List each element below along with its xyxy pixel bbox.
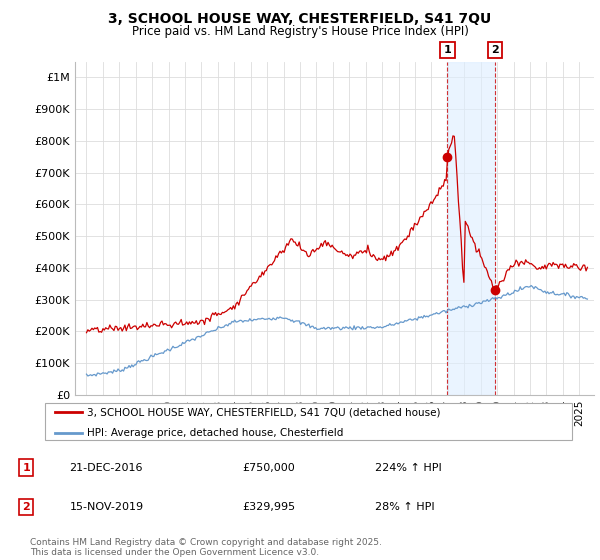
- FancyBboxPatch shape: [44, 403, 572, 440]
- Text: HPI: Average price, detached house, Chesterfield: HPI: Average price, detached house, Ches…: [88, 428, 344, 438]
- Text: Contains HM Land Registry data © Crown copyright and database right 2025.
This d: Contains HM Land Registry data © Crown c…: [30, 538, 382, 557]
- Text: £750,000: £750,000: [242, 463, 295, 473]
- Text: 3, SCHOOL HOUSE WAY, CHESTERFIELD, S41 7QU (detached house): 3, SCHOOL HOUSE WAY, CHESTERFIELD, S41 7…: [88, 407, 441, 417]
- Bar: [448, 62, 495, 395]
- Text: £329,995: £329,995: [242, 502, 296, 512]
- Text: 21-DEC-2016: 21-DEC-2016: [70, 463, 143, 473]
- Text: 224% ↑ HPI: 224% ↑ HPI: [375, 463, 442, 473]
- Text: 15-NOV-2019: 15-NOV-2019: [70, 502, 144, 512]
- Text: 1: 1: [443, 45, 451, 55]
- Text: 3, SCHOOL HOUSE WAY, CHESTERFIELD, S41 7QU: 3, SCHOOL HOUSE WAY, CHESTERFIELD, S41 7…: [109, 12, 491, 26]
- Text: 1: 1: [23, 463, 30, 473]
- Text: 2: 2: [491, 45, 499, 55]
- Text: 2: 2: [23, 502, 30, 512]
- Text: 28% ↑ HPI: 28% ↑ HPI: [375, 502, 434, 512]
- Text: Price paid vs. HM Land Registry's House Price Index (HPI): Price paid vs. HM Land Registry's House …: [131, 25, 469, 38]
